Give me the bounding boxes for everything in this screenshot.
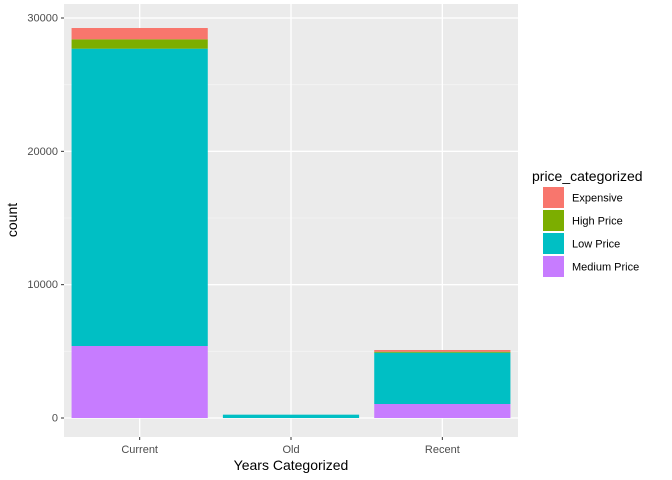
legend-label: Medium Price bbox=[572, 262, 639, 274]
bar-old-low-price bbox=[222, 414, 360, 418]
legend-key bbox=[543, 233, 564, 254]
legend: price_categorized Expensive High Price Low… bbox=[532, 168, 643, 277]
bar-current-high-price bbox=[71, 39, 208, 49]
y-tick-label: 10000 bbox=[27, 279, 58, 291]
x-tick-label: Recent bbox=[425, 444, 460, 456]
legend-label: High Price bbox=[572, 216, 623, 228]
legend-key bbox=[543, 256, 564, 277]
legend-key bbox=[543, 210, 564, 231]
x-tick-label: Old bbox=[282, 444, 299, 456]
legend-title: price_categorized bbox=[532, 168, 643, 184]
bar-recent-low-price bbox=[374, 352, 511, 404]
legend-key bbox=[543, 187, 564, 208]
y-axis-title: count bbox=[4, 203, 20, 237]
y-tick-label: 0 bbox=[52, 413, 58, 425]
bar-recent-expensive bbox=[374, 350, 511, 352]
bar-recent-high-price bbox=[374, 351, 511, 353]
bar-current-low-price bbox=[71, 48, 208, 347]
legend-label: Expensive bbox=[572, 193, 623, 205]
y-axis: 0 10000 20000 30000 bbox=[27, 13, 64, 425]
x-axis-title: Years Categorized bbox=[234, 457, 349, 473]
bars-group bbox=[71, 28, 511, 418]
legend-label: Low Price bbox=[572, 239, 620, 251]
y-tick-label: 20000 bbox=[27, 146, 58, 158]
bar-recent-medium-price bbox=[374, 404, 511, 418]
y-tick-label: 30000 bbox=[27, 13, 58, 25]
bar-current-expensive bbox=[71, 28, 208, 40]
x-tick-label: Current bbox=[121, 444, 158, 456]
x-axis: Current Old Recent bbox=[121, 437, 460, 456]
bar-current-medium-price bbox=[71, 346, 208, 418]
